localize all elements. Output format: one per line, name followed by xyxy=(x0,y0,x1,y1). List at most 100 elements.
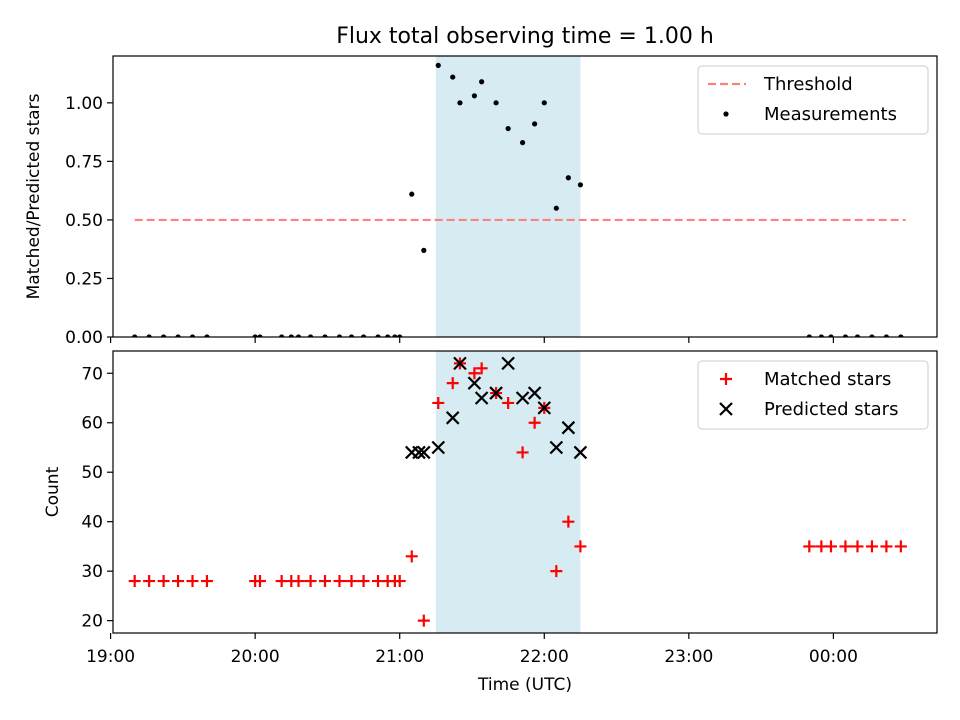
measurement-point xyxy=(553,205,559,211)
measurement-point xyxy=(898,334,904,337)
matched-star-point xyxy=(333,575,346,588)
measurement-point xyxy=(450,74,456,80)
predicted-star-point xyxy=(467,376,482,390)
bottom-legend: Matched stars Predicted stars xyxy=(697,360,929,430)
matched-star-point xyxy=(550,565,563,578)
measurement-point xyxy=(869,334,875,337)
top-y-tick-label: 0.75 xyxy=(65,152,103,172)
matched-star-point xyxy=(345,575,358,588)
matched-star-point xyxy=(253,575,266,588)
matched-star-point xyxy=(839,540,852,553)
measurement-point xyxy=(806,334,812,337)
matched-star-point xyxy=(393,575,406,588)
matched-star-point xyxy=(417,614,430,627)
measurement-point xyxy=(279,334,285,337)
predicted-star-point xyxy=(549,440,564,455)
measurement-point xyxy=(132,334,138,337)
matched-star-point xyxy=(304,575,317,588)
measurement-point xyxy=(493,100,499,106)
predicted-star-point xyxy=(412,445,426,460)
legend-predicted-swatch xyxy=(719,402,733,416)
measurement-point xyxy=(519,140,526,146)
measurement-point xyxy=(189,334,196,337)
predicted-star-point xyxy=(453,356,467,371)
matched-star-point xyxy=(865,540,878,553)
chart-title: Flux total observing time = 1.00 h xyxy=(336,24,714,49)
measurement-point xyxy=(818,334,824,337)
matched-star-point xyxy=(186,575,199,588)
measurement-point xyxy=(160,334,167,337)
predicted-star-point xyxy=(474,391,489,405)
measurement-point xyxy=(532,121,538,127)
measurement-point xyxy=(883,334,890,337)
matched-star-point xyxy=(562,515,575,528)
x-tick-label: 20:00 xyxy=(231,647,280,667)
predicted-star-point xyxy=(417,445,431,460)
matched-star-point xyxy=(128,575,141,588)
x-axis-label: Time (UTC) xyxy=(477,675,572,695)
x-tick-label: 23:00 xyxy=(664,647,713,667)
measurement-point xyxy=(204,334,210,337)
matched-star-point xyxy=(405,550,418,563)
legend-entry-label: Threshold xyxy=(763,74,853,95)
bottom-y-tick-label: 30 xyxy=(81,562,103,582)
measurement-point xyxy=(322,334,328,337)
legend-entry-label: Predicted stars xyxy=(764,399,898,420)
predicted-star-point xyxy=(561,420,576,435)
top-y-tick-label: 0.25 xyxy=(65,269,103,289)
measurement-point xyxy=(360,334,367,337)
matched-star-point xyxy=(880,540,893,553)
top-y-tick-label: 1.00 xyxy=(65,94,103,114)
bottom-y-tick-label: 50 xyxy=(81,463,103,483)
measurement-point xyxy=(541,100,547,106)
measurement-point xyxy=(397,334,403,337)
measurement-point xyxy=(842,334,849,337)
x-tick-label: 21:00 xyxy=(375,647,424,667)
bottom-y-tick-label: 20 xyxy=(81,612,103,632)
predicted-star-point xyxy=(501,356,515,371)
matched-star-point xyxy=(502,396,515,409)
top-legend: Threshold Measurements xyxy=(697,65,929,135)
top-y-tick-label: 0.00 xyxy=(65,328,103,348)
predicted-star-point xyxy=(515,391,530,405)
measurement-point xyxy=(421,247,427,253)
measurement-point xyxy=(565,175,571,181)
x-tick-label: 00:00 xyxy=(809,647,858,667)
measurement-point xyxy=(828,334,834,337)
bottom-y-tick-label: 70 xyxy=(81,364,103,384)
measurement-point xyxy=(392,334,398,337)
measurement-point xyxy=(457,100,463,106)
matched-star-point xyxy=(468,367,481,380)
predicted-star-point xyxy=(489,386,503,400)
x-tick-label: 22:00 xyxy=(520,647,569,667)
matched-star-point xyxy=(172,575,185,588)
measurement-point xyxy=(307,334,314,337)
matched-star-point xyxy=(803,540,816,553)
measurement-point xyxy=(854,334,861,337)
measurement-point xyxy=(175,334,181,337)
top-axes-frame xyxy=(112,55,938,338)
bottom-subplot: 20 30 40 50 60 70 19:00 20:00 21:00 22:00 23:00 00:… xyxy=(81,350,938,667)
measurement-point xyxy=(336,334,343,337)
measurement-point xyxy=(348,334,355,337)
measurement-point xyxy=(435,62,441,68)
matched-star-point xyxy=(851,540,864,553)
top-y-tick-label: 0.50 xyxy=(65,211,103,231)
bottom-y-tick-label: 60 xyxy=(81,414,103,434)
bottom-axes-frame xyxy=(112,350,938,634)
predicted-star-point xyxy=(431,440,446,455)
measurement-point xyxy=(385,334,391,337)
predicted-star-point xyxy=(537,401,552,415)
x-tick-label: 19:00 xyxy=(86,647,135,667)
measurement-point xyxy=(409,191,415,197)
matched-star-point xyxy=(143,575,156,588)
matched-star-point xyxy=(200,575,213,588)
matched-star-point xyxy=(894,540,907,553)
measurement-point xyxy=(257,334,263,337)
legend-entry-label: Measurements xyxy=(764,104,897,125)
bottom-observing-window xyxy=(435,351,581,633)
top-y-axis-label: Matched/Predicted stars xyxy=(24,93,44,299)
bottom-y-tick-label: 40 xyxy=(81,513,103,533)
measurement-point xyxy=(146,334,152,337)
